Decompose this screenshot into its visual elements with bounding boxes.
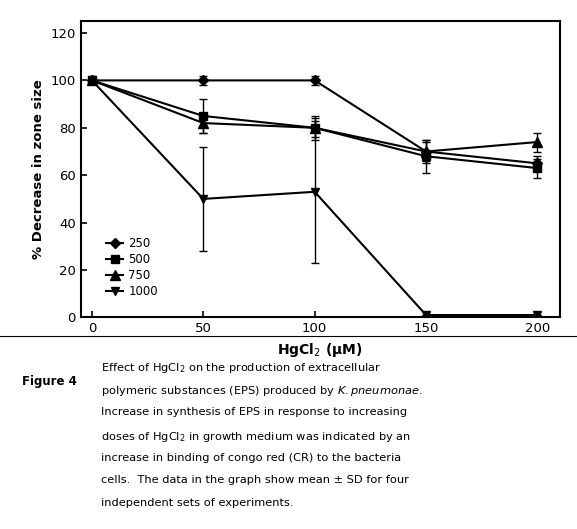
Text: Figure 4: Figure 4 — [21, 375, 77, 388]
Legend: 250, 500, 750, 1000: 250, 500, 750, 1000 — [101, 232, 163, 303]
Text: cells.  The data in the graph show mean ± SD for four: cells. The data in the graph show mean ±… — [101, 476, 409, 486]
Text: increase in binding of congo red (CR) to the bacteria: increase in binding of congo red (CR) to… — [101, 453, 401, 463]
Text: Increase in synthesis of EPS in response to increasing: Increase in synthesis of EPS in response… — [101, 407, 407, 417]
Text: doses of HgCl$_2$ in growth medium was indicated by an: doses of HgCl$_2$ in growth medium was i… — [101, 430, 411, 444]
Y-axis label: % Decrease in zone size: % Decrease in zone size — [32, 79, 45, 259]
Text: polymeric substances (EPS) produced by $\it{K. pneumonae}$.: polymeric substances (EPS) produced by $… — [101, 384, 423, 398]
Text: Effect of HgCl$_2$ on the production of extracellular: Effect of HgCl$_2$ on the production of … — [101, 361, 381, 375]
Text: independent sets of experiments.: independent sets of experiments. — [101, 498, 294, 508]
X-axis label: HgCl$_2$ (μM): HgCl$_2$ (μM) — [278, 341, 363, 359]
